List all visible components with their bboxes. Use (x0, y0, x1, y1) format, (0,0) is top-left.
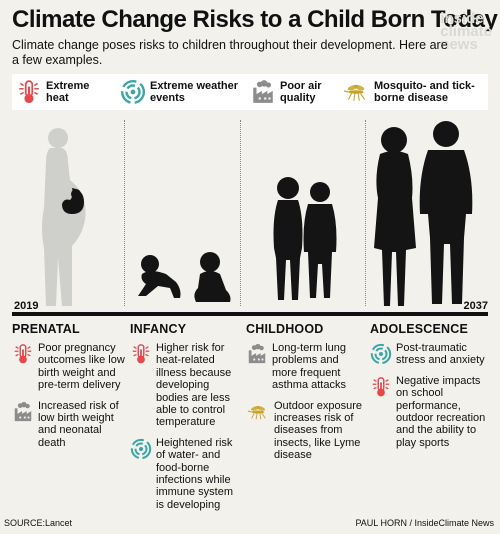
risk-item: Poor pregnancy outcomes like low birth w… (12, 342, 126, 392)
timeline-start-year: 2019 (14, 300, 39, 312)
thermometer-icon (130, 343, 152, 365)
risk-item: Long-term lung problems and more frequen… (246, 342, 366, 392)
timeline-bar (12, 312, 488, 316)
stage-title: ADOLESCENCE (370, 322, 469, 336)
stage-prenatal: PRENATAL Poor pregnancy outcomes like lo… (12, 322, 126, 457)
fetus-silhouette (62, 188, 84, 214)
risk-item: Post-traumatic stress and anxiety (370, 342, 488, 367)
risk-text: Long-term lung problems and more frequen… (272, 342, 346, 392)
watermark-line: news (440, 36, 478, 53)
legend-label: Extreme weather events (150, 80, 239, 104)
legend-item-weather: Extreme weather events (116, 74, 246, 110)
stage-divider (124, 120, 125, 306)
sitting-baby-silhouette (194, 252, 231, 302)
risk-text: Outdoor exposure increases risk of disea… (274, 399, 363, 462)
boy-silhouette (303, 182, 337, 298)
pregnant-woman-silhouette (42, 128, 86, 306)
stage-title: PRENATAL (12, 322, 80, 336)
storm-icon (130, 438, 152, 460)
legend-item-heat: Extreme heat (12, 74, 116, 110)
risk-item: Increased risk of low birth weight and n… (12, 400, 126, 450)
crawling-baby-silhouette (138, 255, 181, 298)
factory-icon (12, 401, 34, 423)
risk-item: Negative impacts on school performance, … (370, 375, 488, 449)
risk-text: Heightened risk of water- and food-borne… (156, 436, 234, 511)
risk-text: Increased risk of low birth weight and n… (38, 399, 119, 449)
stage-title: INFANCY (130, 322, 187, 336)
factory-icon (250, 79, 276, 105)
mosquito-icon (342, 79, 370, 105)
risk-text: Higher risk for heat-related illness bec… (156, 342, 232, 429)
storm-icon (370, 343, 392, 365)
stage-divider (365, 120, 366, 306)
teen-boy-silhouette (419, 121, 473, 304)
watermark-line: climate (440, 23, 492, 40)
timeline-end-year: 2037 (463, 300, 488, 312)
storm-icon (120, 79, 146, 105)
thermometer-icon (16, 79, 42, 105)
stage-title: CHILDHOOD (246, 322, 324, 336)
risk-text: Negative impacts on school performance, … (396, 374, 486, 449)
credit-note: PAUL HORN / InsideClimate News (355, 518, 494, 528)
legend-item-air: Poor air quality (246, 74, 338, 110)
thermometer-icon (12, 343, 34, 365)
legend-label: Mosquito- and tick-borne disease (374, 80, 475, 104)
risk-item: Higher risk for heat-related illness bec… (130, 342, 242, 429)
development-silhouettes (42, 121, 473, 306)
mosquito-icon (246, 401, 270, 423)
watermark-line: inside (440, 10, 484, 27)
thermometer-icon (370, 376, 392, 398)
stage-adolescence: ADOLESCENCE Post-traumatic stress and an… (370, 322, 488, 457)
risk-text: Post-traumatic stress and anxiety (396, 342, 485, 367)
stage-infancy: INFANCY Higher risk for heat-related ill… (130, 322, 242, 519)
teen-girl-silhouette (374, 127, 416, 306)
brand-watermark: inside climate news (440, 10, 492, 53)
source-note: SOURCE:Lancet (4, 518, 73, 528)
girl-silhouette (273, 177, 303, 300)
risk-item: Outdoor exposure increases risk of disea… (246, 400, 366, 462)
page-subtitle: Climate change poses risks to children t… (12, 38, 448, 67)
page-title: Climate Change Risks to a Child Born Tod… (12, 6, 498, 33)
legend: Extreme heat Extreme weather events Poor… (12, 74, 488, 110)
factory-icon (246, 343, 268, 365)
stage-childhood: CHILDHOOD Long-term lung problems and mo… (246, 322, 366, 470)
legend-label: Extreme heat (46, 80, 90, 104)
stage-divider (240, 120, 241, 306)
risk-item: Heightened risk of water- and food-borne… (130, 437, 242, 511)
legend-label: Poor air quality (280, 80, 322, 104)
legend-item-mosquito: Mosquito- and tick-borne disease (338, 74, 488, 110)
risk-text: Poor pregnancy outcomes like low birth w… (38, 342, 125, 392)
